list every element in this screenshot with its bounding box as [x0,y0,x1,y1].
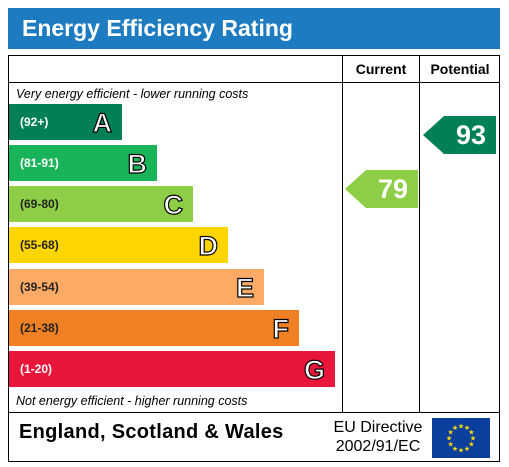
band-f-range: (21-38) [20,321,59,335]
eu-directive-line1: EU Directive [333,419,423,436]
bottom-caption: Not energy efficient - higher running co… [16,394,248,408]
eu-directive: EU Directive 2002/91/EC [326,418,430,456]
band-g: (1-20) G [9,351,335,387]
band-e-range: (39-54) [20,280,59,294]
eu-flag-star: ★ [470,435,476,443]
eu-directive-line2: 2002/91/EC [335,438,421,455]
potential-column-header: Potential [430,61,490,77]
eu-flag-star: ★ [452,445,458,453]
header-row-divider [8,82,500,83]
current-column-divider [342,55,343,412]
band-a-letter: A [92,107,113,138]
potential-column-divider [419,55,420,412]
eu-flag-star: ★ [447,441,453,449]
footer-divider [8,412,500,413]
potential-rating-arrow: 93 [423,116,496,154]
band-g-range: (1-20) [20,362,53,376]
band-b-range: (81-91) [20,156,59,170]
eu-flag-star: ★ [464,424,470,432]
band-d-range: (55-68) [20,238,59,252]
chart-title: Energy Efficiency Rating [8,8,500,49]
band-f-letter: F [272,313,290,344]
band-f: (21-38) F [9,310,299,346]
eu-flag-star: ★ [446,435,452,443]
band-c-letter: C [163,189,184,220]
eu-flag-star: ★ [468,429,474,437]
rating-frame [8,55,500,462]
band-d-letter: D [198,230,219,261]
band-a: (92+) A [9,104,122,140]
eu-flag-icon: ★ ★ ★ ★ ★ ★ ★ ★ ★ ★ ★ ★ [432,418,490,458]
band-g-letter: G [303,354,325,385]
eu-flag-star: ★ [447,429,453,437]
band-e-letter: E [235,272,254,303]
band-e: (39-54) E [9,269,264,305]
eu-flag-star: ★ [468,441,474,449]
band-c: (69-80) C [9,186,193,222]
band-b-letter: B [127,148,148,179]
country-label: England, Scotland & Wales [19,421,284,443]
band-c-range: (69-80) [20,197,59,211]
eu-flag-star: ★ [452,424,458,432]
eu-flag-star: ★ [464,445,470,453]
band-a-range: (92+) [20,115,49,129]
top-caption: Very energy efficient - lower running co… [16,87,249,101]
current-column-header: Current [355,61,407,77]
eu-flag-star: ★ [458,447,464,455]
band-d: (55-68) D [9,227,228,263]
eu-flag-star: ★ [458,423,464,431]
band-b: (81-91) B [9,145,157,181]
